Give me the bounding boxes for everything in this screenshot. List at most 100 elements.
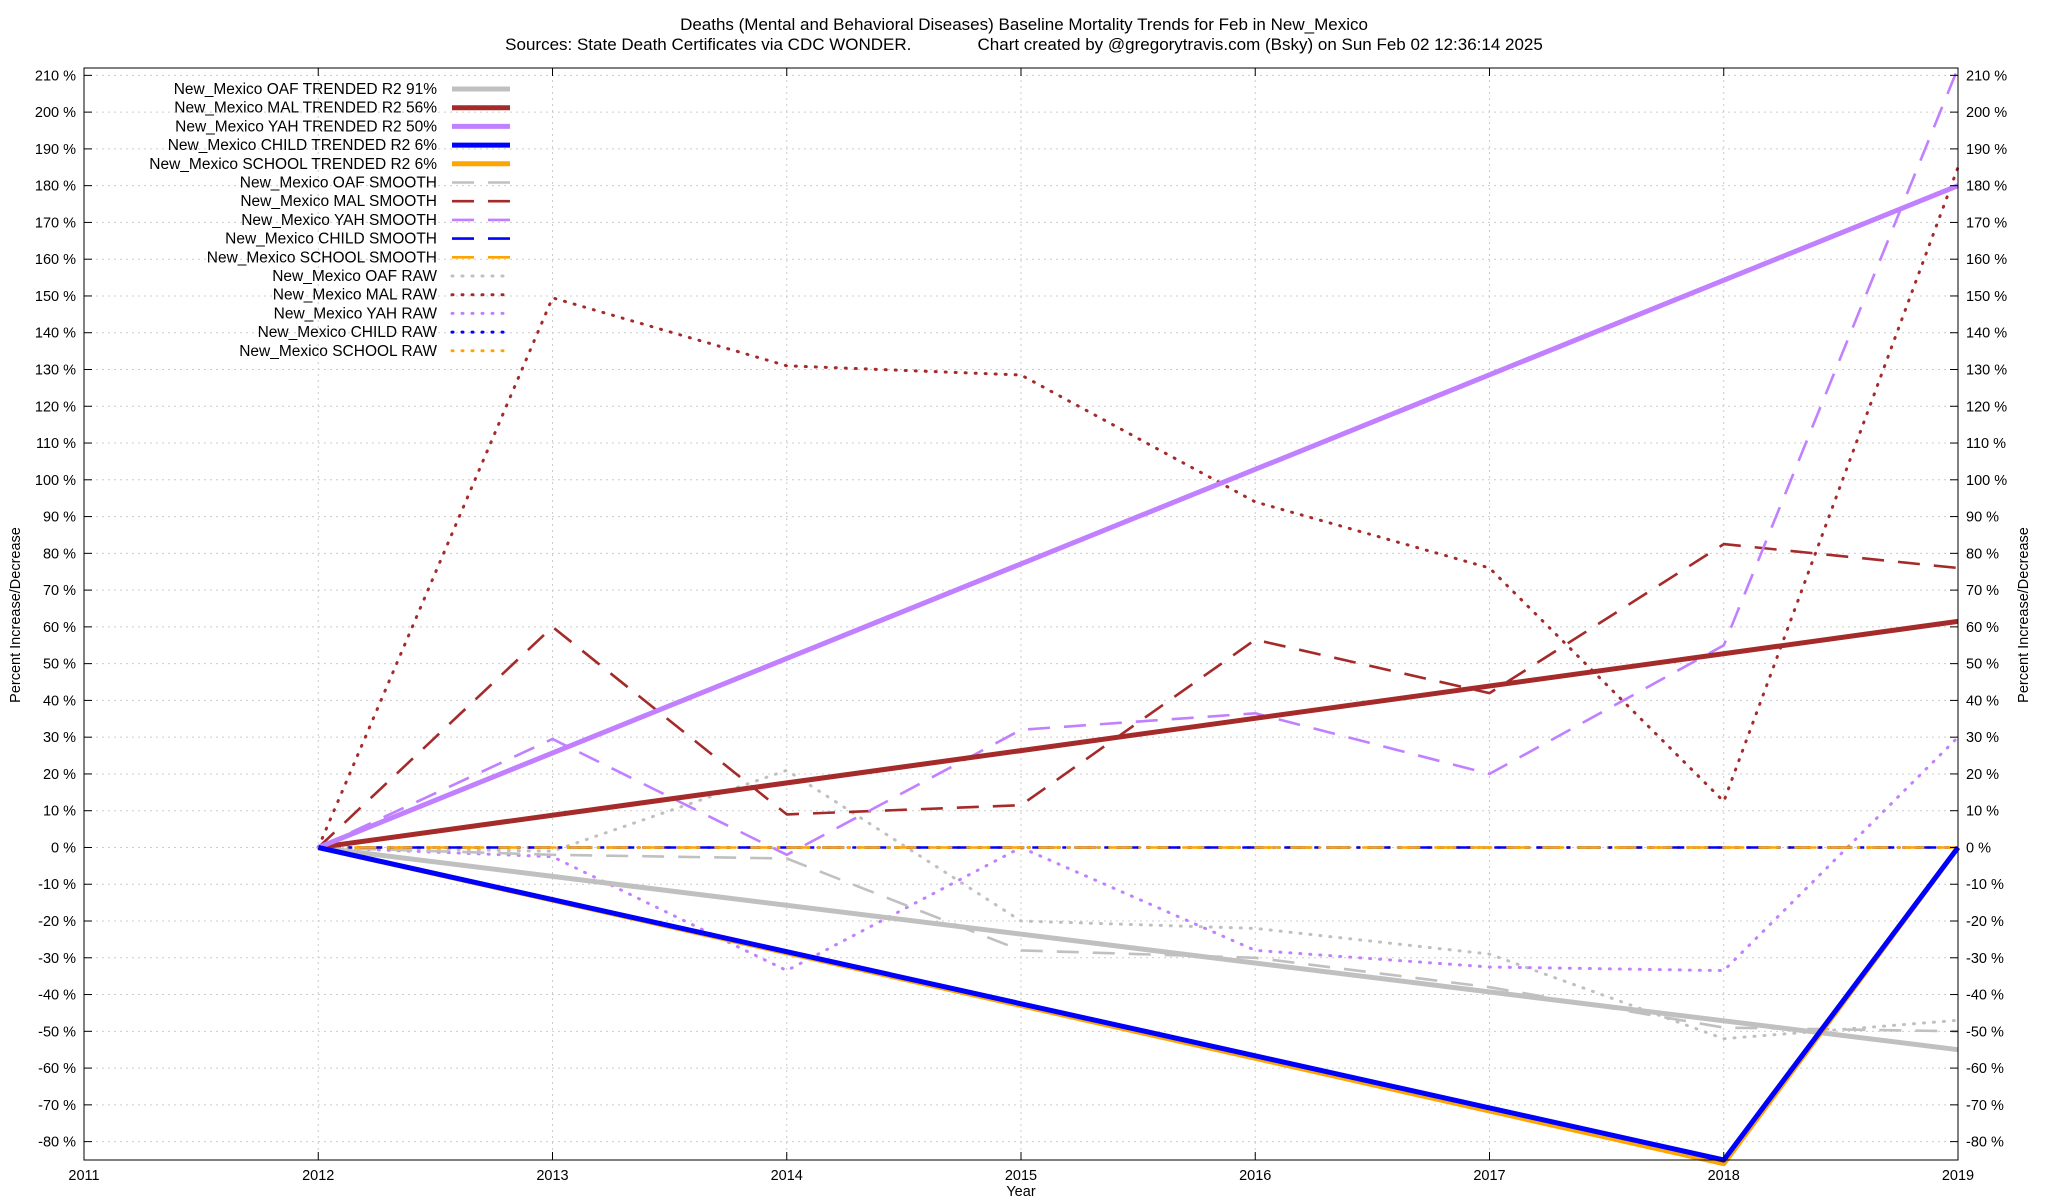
y-tick-label-right: 40 % [1966,693,1999,709]
x-tick-label: 2014 [771,1168,803,1184]
y-tick-label-right: 160 % [1966,252,2007,268]
y-tick-label-left: 90 % [43,510,76,526]
series-line-6 [317,542,1959,849]
y-axis-right-ticks: 210 % 200 % 190 % 180 % 170 % 160 % 150 % 140 %… [1950,68,2007,1151]
legend-label: New_Mexico MAL TRENDED R2 56% [174,100,437,117]
y-tick-label-right: 200 % [1966,105,2007,121]
series-line-7 [317,67,1960,857]
y-tick-label-right: -20 % [1966,914,2004,930]
y-tick-label-right: 180 % [1966,179,2007,195]
y-tick-label-left: 110 % [36,436,76,452]
y-tick-label-right: 190 % [1966,142,2007,158]
y-tick-label-right: 20 % [1966,767,1999,783]
y-tick-label-left: 130 % [35,362,76,378]
legend-label: New_Mexico CHILD RAW [258,324,438,341]
y-tick-label-left: 150 % [35,289,76,305]
y-tick-label-left: 30 % [43,730,76,746]
y-tick-label-left: 50 % [43,657,76,673]
legend-label: New_Mexico SCHOOL TRENDED R2 6% [149,156,437,173]
y-tick-label-left: 10 % [43,804,76,820]
y-tick-label-right: 100 % [1966,473,2007,489]
y-tick-label-right: 120 % [1966,399,2007,415]
y-tick-label-right: 70 % [1966,583,1999,599]
y2-axis-label: Percent Increase/Decrease [2016,527,2032,703]
x-tick-label: 2011 [68,1168,99,1184]
y-tick-label-left: 140 % [35,326,76,342]
y-tick-label-right: 150 % [1966,289,2007,305]
y-tick-label-right: -40 % [1966,988,2004,1004]
x-tick-label: 2015 [1005,1168,1037,1184]
y-tick-label-left: -70 % [38,1098,76,1114]
y-tick-label-left: -30 % [38,951,76,967]
series-line-4 [317,845,1961,1167]
legend: New_Mexico OAF TRENDED R2 91% New_Mexico … [149,81,512,360]
y-tick-label-right: 30 % [1966,730,1999,746]
y-tick-label-right: 50 % [1966,657,1999,673]
x-tick-label: 2013 [536,1168,568,1184]
y-tick-label-right: 60 % [1966,620,1999,636]
y-tick-label-left: 210 % [35,68,76,84]
y-tick-label-right: -50 % [1966,1024,2004,1040]
y-tick-label-left: -10 % [38,877,76,893]
y-tick-label-left: 120 % [35,399,76,415]
x-tick-label: 2018 [1708,1168,1740,1184]
series-line-11 [316,165,1960,849]
y-tick-label-left: -60 % [38,1061,76,1077]
series-line-5 [318,846,1959,1033]
y-tick-label-right: 140 % [1966,326,2007,342]
legend-label: New_Mexico MAL RAW [273,287,438,304]
y-tick-label-left: 20 % [43,767,76,783]
y-tick-label-left: -40 % [38,988,76,1004]
x-tick-label: 2017 [1473,1168,1505,1184]
y-tick-label-right: 90 % [1966,510,1999,526]
series-layer [316,67,1961,1167]
legend-label: New_Mexico OAF SMOOTH [240,175,437,192]
x-tick-label: 2016 [1239,1168,1271,1184]
x-axis-ticks: 2011 2012 2013 2014 2015 2016 2017 2018 2019 [68,68,1974,1184]
series-line-0 [317,845,1959,1053]
series-line-3 [317,845,1961,1163]
series-line-1 [317,618,1959,850]
y-tick-label-left: 0 % [51,840,76,856]
y-tick-label-right: -10 % [1966,877,2004,893]
legend-label: New_Mexico MAL SMOOTH [240,193,437,210]
y-tick-label-right: -70 % [1966,1098,2004,1114]
legend-label: New_Mexico YAH TRENDED R2 50% [175,118,437,135]
y-tick-label-left: 80 % [43,546,76,562]
y-axis-label: Percent Increase/Decrease [8,527,24,703]
y-tick-label-right: 170 % [1966,215,2007,231]
y-tick-label-left: -20 % [38,914,76,930]
y-tick-label-left: 100 % [35,473,76,489]
legend-label: New_Mexico YAH RAW [274,305,438,322]
legend-label: New_Mexico CHILD SMOOTH [225,231,437,248]
y-tick-label-right: 10 % [1966,804,1999,820]
chart-title: Deaths (Mental and Behavioral Diseases) … [680,15,1368,34]
y-tick-label-left: 60 % [43,620,76,636]
y-tick-label-right: 110 % [1966,436,2006,452]
legend-label: New_Mexico OAF TRENDED R2 91% [174,81,438,98]
y-tick-label-left: 200 % [35,105,76,121]
y-tick-label-left: 170 % [35,215,76,231]
legend-label: New_Mexico YAH SMOOTH [241,212,437,229]
y-tick-label-right: 210 % [1966,68,2007,84]
x-tick-label: 2019 [1942,1168,1974,1184]
legend-label: New_Mexico SCHOOL SMOOTH [207,249,437,266]
chart-subtitle: Sources: State Death Certificates via CD… [505,35,1543,54]
series-line-2 [317,183,1959,850]
y-tick-label-right: 130 % [1966,362,2007,378]
legend-label: New_Mexico CHILD TRENDED R2 6% [168,137,438,154]
y-tick-label-left: -80 % [38,1135,76,1151]
y-tick-label-left: 180 % [35,179,76,195]
y-tick-label-left: -50 % [38,1024,76,1040]
y-tick-label-left: 70 % [43,583,76,599]
y-tick-label-right: -60 % [1966,1061,2004,1077]
legend-label: New_Mexico OAF RAW [272,268,437,285]
y-tick-label-right: 0 % [1966,840,1991,856]
x-axis-label: Year [1006,1184,1035,1200]
y-tick-label-right: -80 % [1966,1135,2004,1151]
x-tick-label: 2012 [302,1168,334,1184]
y-tick-label-left: 190 % [35,142,76,158]
y-tick-label-left: 40 % [43,693,76,709]
y-axis-left-ticks: 210 % 200 % 190 % 180 % 170 % 160 % 150 % 140 %… [35,68,92,1151]
